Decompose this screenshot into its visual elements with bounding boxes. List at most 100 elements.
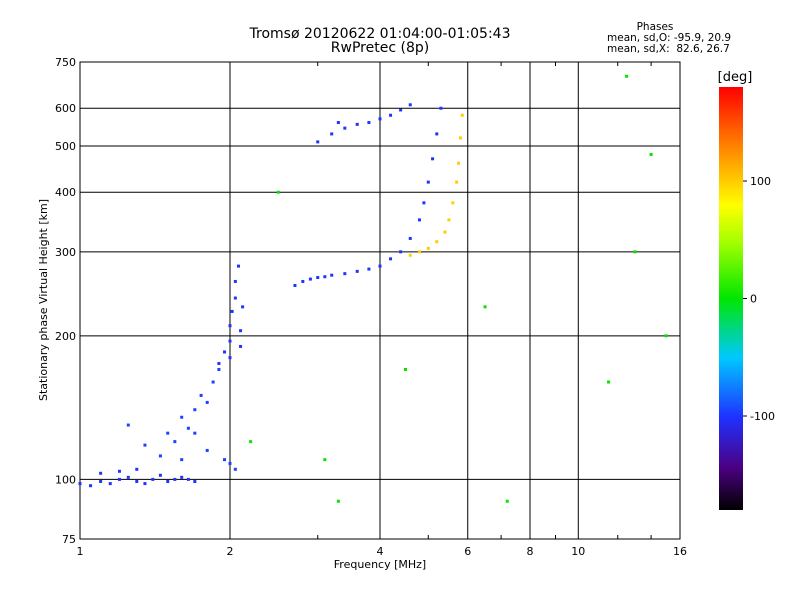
data-point [223, 458, 227, 462]
data-point [451, 201, 455, 205]
data-point [158, 454, 162, 458]
data-point [228, 324, 232, 328]
x-tick-label: 8 [527, 545, 534, 558]
data-point [505, 499, 509, 503]
data-point [389, 113, 393, 117]
data-point [367, 267, 371, 271]
data-point [217, 361, 221, 365]
data-point [180, 415, 184, 419]
data-point [78, 482, 82, 486]
x-axis-label: Frequency [MHz] [334, 558, 426, 571]
data-point [108, 482, 112, 486]
stats-heading: Phases [636, 21, 674, 33]
data-point [378, 117, 382, 121]
colorbar-tick-label: 0 [750, 293, 757, 306]
data-point [378, 264, 382, 268]
data-point [233, 296, 237, 300]
data-point [408, 253, 412, 257]
colorbar-gradient [719, 87, 743, 510]
data-point [233, 467, 237, 471]
colorbar-label: [deg] [718, 70, 753, 85]
data-point [408, 236, 412, 240]
data-point [126, 423, 130, 427]
data-point [343, 126, 347, 130]
data-point [426, 246, 430, 250]
data-point [417, 250, 421, 254]
data-point [435, 240, 439, 244]
data-point [336, 121, 340, 125]
data-point [633, 250, 637, 254]
data-point [143, 482, 147, 486]
x-tick-label: 16 [673, 545, 687, 558]
colorbar-ticks: 100 0 -100 [743, 175, 775, 423]
colorbar-tick-label: 100 [750, 175, 771, 188]
data-point [239, 344, 243, 348]
data-point [143, 443, 147, 447]
data-point [458, 136, 462, 140]
data-point [408, 103, 412, 107]
data-point [323, 458, 327, 462]
data-point [664, 334, 668, 338]
data-point [399, 250, 403, 254]
data-point [336, 499, 340, 503]
data-point [323, 275, 327, 279]
x-tick-label: 10 [571, 545, 585, 558]
data-point [211, 380, 215, 384]
data-point [230, 309, 234, 313]
data-point [276, 190, 280, 194]
data-point [180, 475, 184, 479]
data-point [457, 161, 461, 165]
data-point [241, 305, 245, 309]
data-point [426, 180, 430, 184]
data-point [158, 473, 162, 477]
data-points [78, 74, 668, 503]
grid [80, 62, 680, 539]
data-point [389, 257, 393, 261]
data-point [173, 477, 177, 481]
data-point [193, 408, 197, 412]
data-point [443, 230, 447, 234]
data-point [355, 269, 359, 273]
chart-title: Tromsø 20120622 01:04:00-01:05:43 [249, 26, 511, 42]
y-tick-label: 200 [55, 330, 76, 343]
stats-line-o: mean, sd,O: -95.9, 20.9 [607, 32, 732, 44]
data-point [228, 461, 232, 465]
data-point [186, 426, 190, 430]
data-point [455, 180, 459, 184]
data-point [435, 132, 439, 136]
data-point [607, 380, 611, 384]
data-point [193, 479, 197, 483]
data-point [233, 279, 237, 283]
x-tick-label: 4 [377, 545, 384, 558]
data-point [367, 121, 371, 125]
y-tick-label: 600 [55, 102, 76, 115]
data-point [316, 140, 320, 144]
x-tick-label: 1 [77, 545, 84, 558]
y-tick-label: 500 [55, 140, 76, 153]
data-point [135, 479, 139, 483]
data-point [135, 467, 139, 471]
data-point [173, 440, 177, 444]
data-point [89, 484, 93, 488]
data-point [126, 475, 130, 479]
data-point [355, 122, 359, 126]
colorbar-tick-label: -100 [750, 410, 775, 423]
data-point [205, 448, 209, 452]
data-point [180, 458, 184, 462]
data-point [293, 283, 297, 287]
data-point [343, 272, 347, 276]
data-point [151, 477, 155, 481]
data-point [460, 113, 464, 117]
data-point [417, 218, 421, 222]
data-point [228, 356, 232, 360]
y-tick-label: 400 [55, 186, 76, 199]
data-point [223, 350, 227, 354]
data-point [199, 393, 203, 397]
data-point [249, 440, 253, 444]
y-tick-label: 300 [55, 246, 76, 259]
plot-area: 1 2 4 6 8 10 16 75 100 200 300 400 500 600 750 [55, 56, 687, 558]
data-point [403, 367, 407, 371]
colorbar: [deg] 100 0 -100 [718, 70, 775, 510]
axis-ticks: 1 2 4 6 8 10 16 75 100 200 300 400 500 600 750 [55, 56, 687, 558]
